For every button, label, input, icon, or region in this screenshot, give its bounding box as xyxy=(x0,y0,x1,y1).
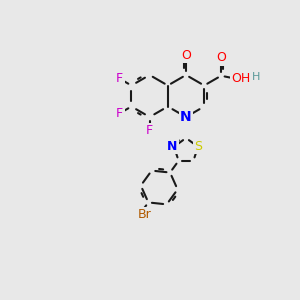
Text: F: F xyxy=(116,107,123,120)
Text: Br: Br xyxy=(138,208,152,221)
Text: H: H xyxy=(251,72,260,82)
Text: N: N xyxy=(180,110,192,124)
Text: OH: OH xyxy=(231,72,250,85)
Text: S: S xyxy=(194,140,202,153)
Text: N: N xyxy=(167,140,178,153)
Text: O: O xyxy=(181,49,191,62)
Text: F: F xyxy=(146,124,153,137)
Text: F: F xyxy=(116,72,123,85)
Text: O: O xyxy=(216,51,226,64)
